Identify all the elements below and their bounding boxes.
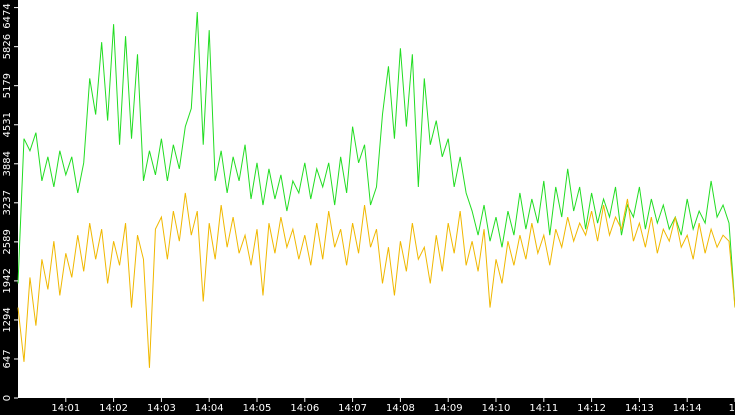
x-tick-label: 14:14	[673, 403, 702, 414]
y-tick-label: 5826	[2, 34, 13, 59]
x-tick-label: 14:10	[482, 403, 511, 414]
y-tick-label: 1942	[2, 268, 13, 293]
x-tick-label: 14:01	[51, 403, 80, 414]
y-tick-label: 0	[2, 395, 13, 401]
x-tick-label: 14:08	[386, 403, 415, 414]
y-tick-label: 1294	[2, 307, 13, 332]
y-tick-label: 3237	[2, 190, 13, 215]
x-tick-label: 14:05	[243, 403, 272, 414]
x-tick-label: 14:06	[290, 403, 319, 414]
y-tick-label: 647	[2, 349, 13, 368]
y-tick-label: 3884	[2, 151, 13, 176]
x-tick-label: 14:11	[529, 403, 558, 414]
x-tick-label: 14:12	[577, 403, 606, 414]
y-tick-label: 2589	[2, 229, 13, 254]
y-tick-label: 6474	[2, 3, 13, 28]
x-tick-label: 14:07	[338, 403, 367, 414]
x-axis-band	[0, 398, 735, 415]
y-axis-band	[0, 0, 18, 415]
x-tick-label: 14	[729, 403, 735, 414]
series-line	[17, 12, 735, 308]
x-tick-label: 14:09	[434, 403, 463, 414]
x-tick-label: 14:03	[147, 403, 176, 414]
x-tick-label: 14:04	[195, 403, 224, 414]
x-tick-label: 14:13	[625, 403, 654, 414]
y-tick-label: 4531	[2, 112, 13, 137]
y-tick-label: 5179	[2, 73, 13, 98]
x-tick-label: 14:02	[99, 403, 128, 414]
series-line	[17, 192, 735, 368]
